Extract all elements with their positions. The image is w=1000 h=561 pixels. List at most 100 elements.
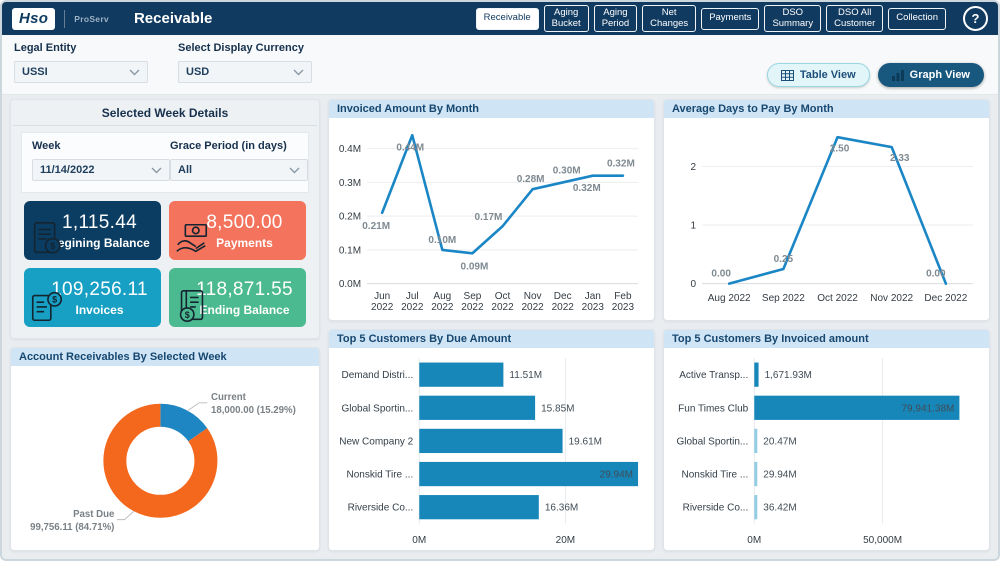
svg-text:0.09M: 0.09M (461, 261, 489, 272)
kpi-label: Ending Balance (199, 302, 290, 317)
account-receivables-panel: Account Receivables By Selected Week Cur… (10, 347, 320, 551)
top5-invoiced-amount-chart: 0M 50,000M Active Transp... 1,671.93M Fun Ti… (676, 358, 960, 546)
kpi-label: Invoices (75, 302, 124, 317)
display-currency-dropdown[interactable]: USD (178, 61, 312, 83)
nav-tabs: Receivable Aging Bucket Aging Period Net Ch… (475, 4, 946, 33)
legal-entity-value: USSI (22, 66, 48, 78)
graph-view-label: Graph View (909, 69, 970, 81)
svg-text:0M: 0M (747, 535, 761, 546)
selected-week-details-title: Selected Week Details (13, 100, 317, 126)
kpi-value: 8,500.00 (206, 211, 283, 233)
grace-period-label: Grace Period (in days) (170, 140, 287, 152)
table-view-label: Table View (799, 69, 856, 81)
svg-text:0.25: 0.25 (774, 254, 794, 265)
svg-text:2.33: 2.33 (890, 153, 910, 164)
svg-text:0.30M: 0.30M (553, 165, 581, 176)
svg-text:Active Transp...: Active Transp... (679, 370, 748, 381)
invoiced-by-month-chart: 0.0M 0.1M 0.2M 0.3M 0.4M Jun 2022 Jul 2022 Aug 202… (339, 133, 638, 313)
svg-text:0.32M: 0.32M (573, 183, 601, 194)
left-column: Selected Week Details Week 11/14/2022 Gr… (10, 99, 320, 551)
panel-body: Current 18,000.00 (15.29%) Past Due 99,756.… (11, 366, 319, 550)
svg-text:1,671.93M: 1,671.93M (765, 370, 812, 381)
nav-tab-net-changes[interactable]: Net Changes (642, 4, 697, 33)
week-filters: Week 11/14/2022 Grace Period (in days) A… (21, 132, 309, 193)
svg-text:0.00: 0.00 (711, 269, 731, 280)
svg-text:1: 1 (691, 221, 697, 232)
avg-days-to-pay-chart: 0 1 2 Aug 2022 Sep 2022 Oct 2022 Nov 2022 Dec 2… (691, 135, 973, 304)
week-label: Week (32, 140, 61, 152)
display-currency-label: Select Display Currency (178, 42, 304, 54)
svg-text:0.44M: 0.44M (396, 142, 424, 153)
svg-text:Dec 2022: Dec 2022 (924, 293, 967, 304)
svg-text:Global Sportin...: Global Sportin... (341, 403, 413, 414)
grace-period-group: Grace Period (in days) All (170, 138, 308, 181)
nav-tab-collection[interactable]: Collection (888, 7, 946, 30)
svg-text:79,941.38M: 79,941.38M (901, 403, 954, 414)
top5-due-amount-chart: 0M 20M Demand Distri... 11.51M Global Sporti… (339, 358, 639, 546)
kpi-value: 109,256.11 (51, 278, 148, 300)
svg-text:0.28M: 0.28M (517, 174, 545, 185)
svg-text:2: 2 (691, 162, 697, 173)
account-receivables-donut-chart: Current 18,000.00 (15.29%) Past Due 99,756.… (30, 392, 296, 533)
chevron-down-icon (293, 69, 304, 75)
nav-tab-aging-bucket[interactable]: Aging Bucket (543, 4, 589, 33)
panel-body: 0M 50,000M Active Transp... 1,671.93M Fun Ti… (664, 348, 989, 550)
svg-text:0.17M: 0.17M (475, 212, 503, 223)
legal-entity-label: Legal Entity (14, 42, 77, 54)
svg-text:0.1M: 0.1M (339, 245, 361, 256)
nav-tab-dso-summary[interactable]: DSO Summary (764, 4, 822, 33)
panel-title: Account Receivables By Selected Week (11, 348, 319, 366)
svg-text:0M: 0M (412, 535, 426, 546)
week-dropdown[interactable]: 11/14/2022 (32, 159, 170, 181)
svg-text:Past Due: Past Due (73, 509, 115, 520)
svg-text:New Company 2: New Company 2 (339, 436, 413, 447)
content: Selected Week Details Week 11/14/2022 Gr… (2, 95, 998, 559)
table-view-button[interactable]: Table View (766, 63, 870, 87)
page-title: Receivable (133, 10, 213, 27)
svg-text:Demand Distri...: Demand Distri... (341, 370, 413, 381)
svg-text:Nonskid Tire ...: Nonskid Tire ... (346, 470, 413, 481)
svg-text:Global Sportin...: Global Sportin... (676, 436, 748, 447)
svg-text:$: $ (185, 310, 190, 320)
panel-body: 0 1 2 Aug 2022 Sep 2022 Oct 2022 Nov 2022 Dec 2… (664, 118, 989, 320)
svg-text:18,000.00 (15.29%): 18,000.00 (15.29%) (211, 405, 296, 416)
legal-entity-group: Legal Entity USSI (14, 40, 148, 94)
svg-text:36.42M: 36.42M (763, 503, 796, 514)
svg-text:0.00: 0.00 (926, 269, 946, 280)
svg-text:Aug 2022: Aug 2022 (708, 293, 751, 304)
chevron-down-icon (151, 167, 162, 173)
grace-period-dropdown[interactable]: All (170, 159, 308, 181)
display-currency-group: Select Display Currency USD (178, 40, 312, 94)
panel-title: Top 5 Customers By Invoiced amount (664, 330, 989, 348)
brand-divider (64, 9, 66, 28)
bar-chart-icon (891, 69, 904, 81)
kpi-card-begining-balance: $1,115.44 Begining Balance (24, 201, 161, 260)
svg-text:Sep 2022: Sep 2022 (762, 293, 805, 304)
kpi-value: 118,871.55 (196, 278, 293, 300)
nav-tab-receivable[interactable]: Receivable (475, 7, 539, 30)
grace-period-value: All (178, 164, 193, 176)
panel-title: Invoiced Amount By Month (329, 100, 654, 118)
svg-text:Riverside Co...: Riverside Co... (683, 503, 749, 514)
top5-invoiced-amount-panel: Top 5 Customers By Invoiced amount 0M 50,… (663, 329, 990, 551)
graph-view-button[interactable]: Graph View (877, 63, 984, 87)
display-currency-value: USD (186, 66, 210, 78)
nav-tab-dso-all-customer[interactable]: DSO All Customer (826, 4, 884, 33)
help-icon[interactable]: ? (963, 6, 988, 31)
svg-text:0.2M: 0.2M (339, 212, 361, 223)
ledger-coin-icon: $ (173, 287, 211, 325)
panel-title: Average Days to Pay By Month (664, 100, 989, 118)
svg-text:29.94M: 29.94M (763, 470, 796, 481)
svg-text:$: $ (52, 295, 57, 305)
nav-tab-aging-period[interactable]: Aging Period (593, 4, 638, 33)
nav-tab-payments[interactable]: Payments (701, 7, 760, 30)
invoiced-by-month-panel: Invoiced Amount By Month 0.0M 0.1M 0.2M 0.3… (328, 99, 655, 321)
svg-text:Nonskid Tire ...: Nonskid Tire ... (681, 470, 748, 481)
legal-entity-dropdown[interactable]: USSI (14, 61, 148, 83)
svg-text:0.21M: 0.21M (362, 221, 390, 232)
